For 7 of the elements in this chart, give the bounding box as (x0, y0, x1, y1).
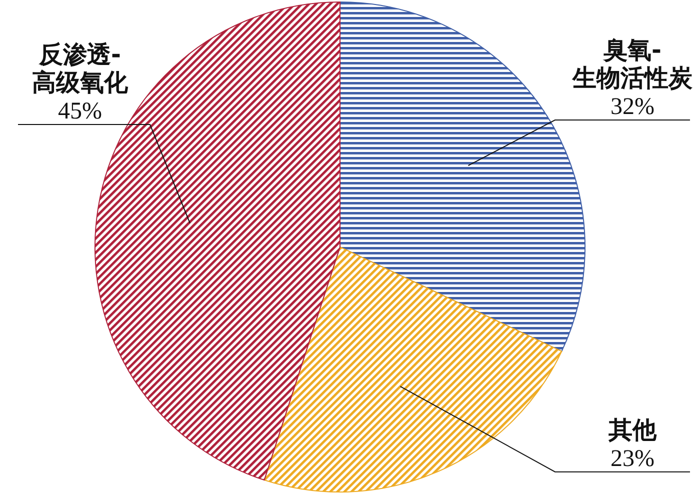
data-label: 45% (58, 98, 102, 124)
slice-label: 反渗透-高级氧化 (32, 40, 129, 96)
slice-label: 其他 (608, 416, 658, 444)
data-label: 23% (610, 446, 654, 472)
pie-slice (264, 246, 562, 492)
slice-label: 臭氧-生物活性炭 (572, 36, 694, 92)
data-label: 32% (610, 94, 654, 120)
